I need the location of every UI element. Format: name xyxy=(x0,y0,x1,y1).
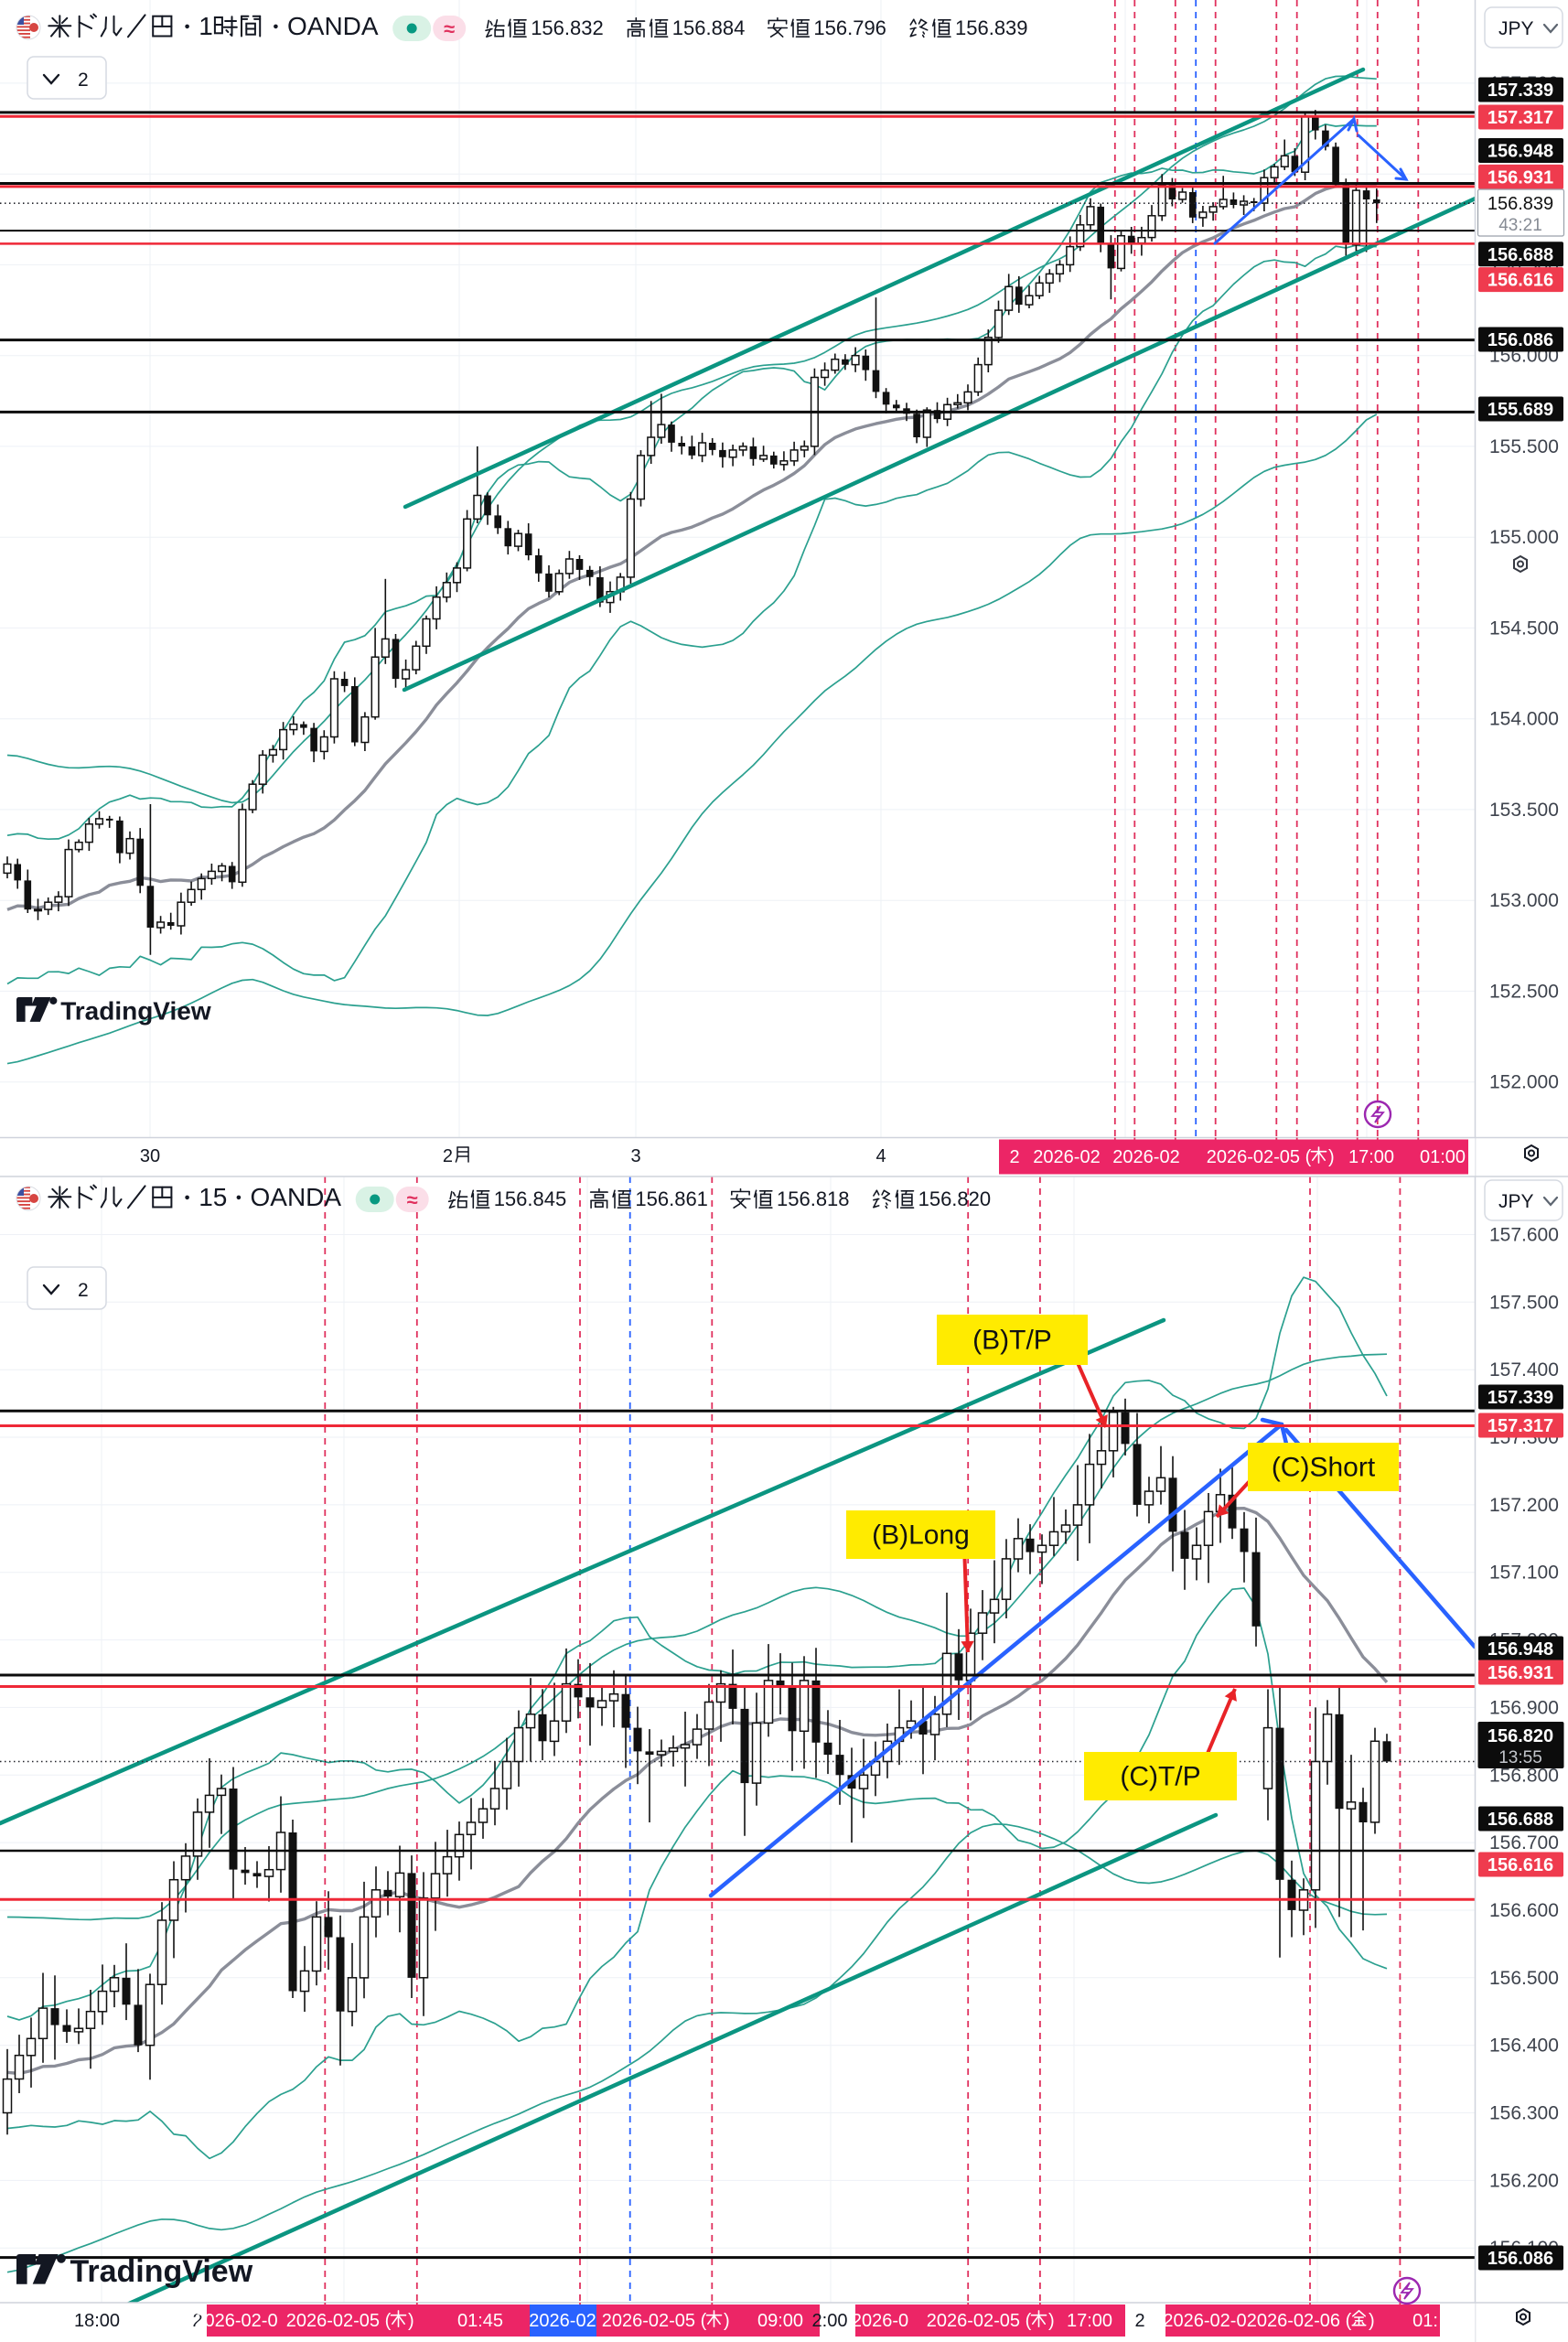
svg-text:OANDA: OANDA xyxy=(251,1183,342,1211)
svg-text:(B)T/P: (B)T/P xyxy=(972,1326,1052,1356)
svg-text:156.200: 156.200 xyxy=(1489,2170,1559,2191)
svg-text:156.086: 156.086 xyxy=(1487,2249,1553,2269)
svg-text:157.500: 157.500 xyxy=(1489,1292,1559,1313)
svg-text:157.317: 157.317 xyxy=(1487,108,1553,128)
svg-text:(C)Short: (C)Short xyxy=(1272,1453,1376,1483)
svg-text:156.900: 156.900 xyxy=(1489,1697,1559,1718)
svg-text:156.616: 156.616 xyxy=(1487,271,1553,291)
svg-text:2: 2 xyxy=(443,1146,453,1166)
svg-text:18:00: 18:00 xyxy=(74,2311,120,2331)
svg-text:156.861: 156.861 xyxy=(635,1187,708,1210)
svg-text:156.300: 156.300 xyxy=(1489,2103,1559,2124)
svg-text:156.931: 156.931 xyxy=(1487,167,1553,188)
svg-text:156.820: 156.820 xyxy=(1487,1726,1553,1746)
svg-text:152.000: 152.000 xyxy=(1489,1072,1559,1093)
svg-text:156.845: 156.845 xyxy=(494,1187,567,1210)
svg-text:152.500: 152.500 xyxy=(1489,981,1559,1002)
svg-text:156.086: 156.086 xyxy=(1487,330,1553,350)
svg-text:156.600: 156.600 xyxy=(1489,1900,1559,1921)
svg-text:2026-02-0: 2026-02-0 xyxy=(194,2311,277,2331)
svg-text:2: 2 xyxy=(78,70,89,91)
svg-text:155.500: 155.500 xyxy=(1489,436,1559,457)
svg-text:3: 3 xyxy=(630,1146,640,1166)
svg-text:2: 2 xyxy=(192,2311,202,2331)
svg-text:156.700: 156.700 xyxy=(1489,1832,1559,1853)
svg-text:156.832: 156.832 xyxy=(531,16,604,39)
svg-text:TradingView: TradingView xyxy=(60,997,211,1026)
svg-text:2026-02-06 (: 2026-02-06 ( xyxy=(1247,2311,1352,2331)
svg-text:156.800: 156.800 xyxy=(1489,1765,1559,1786)
svg-text:156.688: 156.688 xyxy=(1487,245,1553,265)
svg-text:156.400: 156.400 xyxy=(1489,2036,1559,2057)
svg-text:157.339: 157.339 xyxy=(1487,1388,1553,1408)
svg-text:156.948: 156.948 xyxy=(1487,1639,1553,1660)
svg-text:2: 2 xyxy=(78,1280,89,1301)
svg-text:13:55: 13:55 xyxy=(1498,1748,1542,1767)
svg-text:154.000: 154.000 xyxy=(1489,709,1559,730)
svg-text:01:45: 01:45 xyxy=(457,2311,503,2331)
svg-text:43:21: 43:21 xyxy=(1498,216,1542,235)
svg-text:): ) xyxy=(1369,2311,1375,2331)
svg-text:09:00: 09:00 xyxy=(757,2311,803,2331)
svg-text:156.839: 156.839 xyxy=(1487,194,1553,214)
svg-text:2026-02-05 (: 2026-02-05 ( xyxy=(1207,1147,1312,1167)
svg-text:157.400: 157.400 xyxy=(1489,1359,1559,1380)
svg-text:2:00: 2:00 xyxy=(812,2311,848,2331)
svg-text:156.948: 156.948 xyxy=(1487,142,1553,162)
svg-text:01:00: 01:00 xyxy=(1420,1147,1466,1167)
svg-text:2026-02: 2026-02 xyxy=(1033,1147,1100,1167)
svg-text:30: 30 xyxy=(140,1146,160,1166)
svg-text:(C)T/P: (C)T/P xyxy=(1120,1762,1200,1792)
svg-text:156.818: 156.818 xyxy=(777,1187,850,1210)
svg-text:153.500: 153.500 xyxy=(1489,800,1559,821)
svg-text:2026-02-05 (: 2026-02-05 ( xyxy=(602,2311,707,2331)
svg-text:17:00: 17:00 xyxy=(1067,2311,1112,2331)
svg-text:1: 1 xyxy=(199,12,213,40)
svg-text:): ) xyxy=(1328,1147,1335,1167)
svg-text:01:: 01: xyxy=(1412,2311,1438,2331)
svg-text:157.200: 157.200 xyxy=(1489,1495,1559,1516)
svg-text:≈: ≈ xyxy=(444,17,455,40)
svg-text:2026-02: 2026-02 xyxy=(1112,1147,1179,1167)
svg-text:≈: ≈ xyxy=(407,1188,418,1211)
svg-text:157.100: 157.100 xyxy=(1489,1563,1559,1584)
svg-text:2: 2 xyxy=(1009,1147,1019,1167)
svg-text:JPY: JPY xyxy=(1498,1191,1534,1212)
svg-text:2026-02-05 (: 2026-02-05 ( xyxy=(286,2311,392,2331)
svg-text:TradingView: TradingView xyxy=(70,2254,253,2289)
svg-text:156.796: 156.796 xyxy=(813,16,886,39)
svg-text:156.839: 156.839 xyxy=(955,16,1028,39)
svg-text:157.339: 157.339 xyxy=(1487,81,1553,101)
svg-text:156.931: 156.931 xyxy=(1487,1663,1553,1683)
svg-text:156.884: 156.884 xyxy=(672,16,746,39)
svg-text:): ) xyxy=(408,2311,414,2331)
svg-text:157.600: 157.600 xyxy=(1489,1225,1559,1246)
svg-text:OANDA: OANDA xyxy=(287,12,379,40)
svg-text:2026-0: 2026-0 xyxy=(852,2311,908,2331)
svg-text:2026-02-05 (: 2026-02-05 ( xyxy=(927,2311,1032,2331)
svg-text:155.000: 155.000 xyxy=(1489,527,1559,548)
svg-text:155.689: 155.689 xyxy=(1487,400,1553,420)
svg-text:4: 4 xyxy=(875,1146,886,1166)
svg-text:2026-02-0: 2026-02-0 xyxy=(1163,2311,1246,2331)
svg-text:156.820: 156.820 xyxy=(918,1187,992,1210)
svg-text:): ) xyxy=(1048,2311,1055,2331)
svg-text:JPY: JPY xyxy=(1498,18,1534,39)
svg-text:157.317: 157.317 xyxy=(1487,1416,1553,1436)
svg-text:): ) xyxy=(724,2311,730,2331)
svg-text:154.500: 154.500 xyxy=(1489,618,1559,639)
svg-text:2: 2 xyxy=(1134,2311,1144,2331)
svg-text:156.616: 156.616 xyxy=(1487,1855,1553,1875)
svg-text:(B)Long: (B)Long xyxy=(872,1520,970,1551)
svg-text:2026-02: 2026-02 xyxy=(529,2311,596,2331)
svg-text:17:00: 17:00 xyxy=(1348,1147,1394,1167)
svg-text:153.000: 153.000 xyxy=(1489,890,1559,911)
svg-text:156.500: 156.500 xyxy=(1489,1968,1559,1989)
svg-text:15: 15 xyxy=(199,1183,227,1211)
svg-text:156.688: 156.688 xyxy=(1487,1810,1553,1830)
